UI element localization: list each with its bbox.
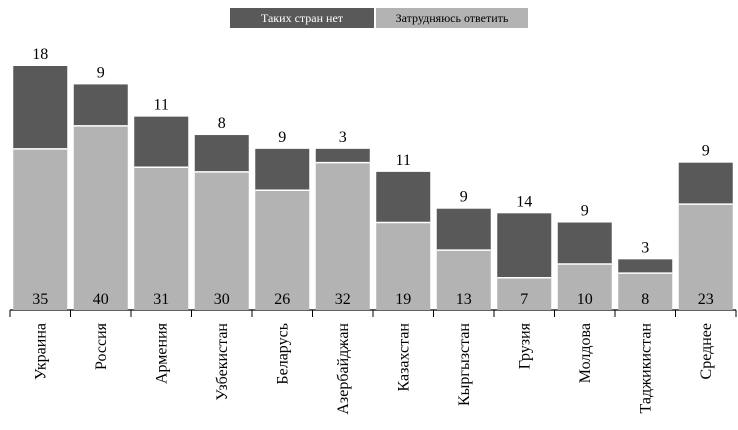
data-label-hard-to-say: 13 xyxy=(456,291,472,308)
data-label-no-such-countries: 3 xyxy=(339,129,347,146)
data-label-hard-to-say: 7 xyxy=(520,291,528,308)
bar-hard-to-say xyxy=(74,126,128,310)
data-label-hard-to-say: 40 xyxy=(93,291,109,308)
data-label-hard-to-say: 26 xyxy=(274,291,290,308)
data-label-no-such-countries: 3 xyxy=(641,239,649,256)
data-label-no-such-countries: 8 xyxy=(218,115,226,132)
x-tick-label: Грузия xyxy=(516,322,533,369)
bar-hard-to-say xyxy=(316,163,370,310)
data-label-no-such-countries: 9 xyxy=(581,203,589,220)
bar-no-such-countries xyxy=(376,172,430,223)
bar-no-such-countries xyxy=(437,209,491,250)
bar-no-such-countries xyxy=(679,163,733,204)
data-label-hard-to-say: 35 xyxy=(32,291,48,308)
data-label-no-such-countries: 11 xyxy=(154,97,169,114)
bar-no-such-countries xyxy=(195,135,249,172)
bar-hard-to-say xyxy=(195,172,249,310)
data-label-hard-to-say: 32 xyxy=(335,291,351,308)
bar-no-such-countries xyxy=(13,66,67,149)
data-label-no-such-countries: 9 xyxy=(97,64,105,81)
data-label-hard-to-say: 19 xyxy=(395,291,411,308)
x-tick-label: Казахстан xyxy=(395,323,412,392)
x-tick-label: Таджикистан xyxy=(637,323,654,414)
data-label-no-such-countries: 9 xyxy=(702,143,710,160)
bar-no-such-countries xyxy=(74,84,128,125)
data-label-no-such-countries: 9 xyxy=(278,129,286,146)
data-label-hard-to-say: 10 xyxy=(577,291,593,308)
x-tick-label: Украина xyxy=(32,323,49,380)
bar-no-such-countries xyxy=(497,213,551,277)
x-tick-label: Кыргызстан xyxy=(456,323,473,406)
bar-no-such-countries xyxy=(316,149,370,163)
x-tick-label: Армения xyxy=(153,322,170,384)
x-tick-label: Россия xyxy=(93,322,110,370)
data-label-hard-to-say: 31 xyxy=(153,291,169,308)
data-label-no-such-countries: 11 xyxy=(396,152,411,169)
x-tick-label: Среднее xyxy=(698,323,715,379)
data-label-hard-to-say: 30 xyxy=(214,291,230,308)
data-label-no-such-countries: 14 xyxy=(516,193,532,210)
bar-no-such-countries xyxy=(134,117,188,168)
data-label-no-such-countries: 18 xyxy=(32,46,48,63)
x-tick-label: Азербайджан xyxy=(335,323,352,415)
data-label-hard-to-say: 23 xyxy=(698,291,714,308)
bar-no-such-countries xyxy=(558,223,612,264)
x-tick-label: Беларусь xyxy=(274,323,291,385)
data-label-no-such-countries: 9 xyxy=(460,189,468,206)
bar-hard-to-say xyxy=(134,167,188,310)
bar-hard-to-say xyxy=(13,149,67,310)
bar-no-such-countries xyxy=(255,149,309,190)
x-tick-label: Молдова xyxy=(577,323,594,383)
bar-no-such-countries xyxy=(618,259,672,273)
data-label-hard-to-say: 8 xyxy=(641,291,649,308)
x-tick-label: Узбекистан xyxy=(214,323,231,401)
